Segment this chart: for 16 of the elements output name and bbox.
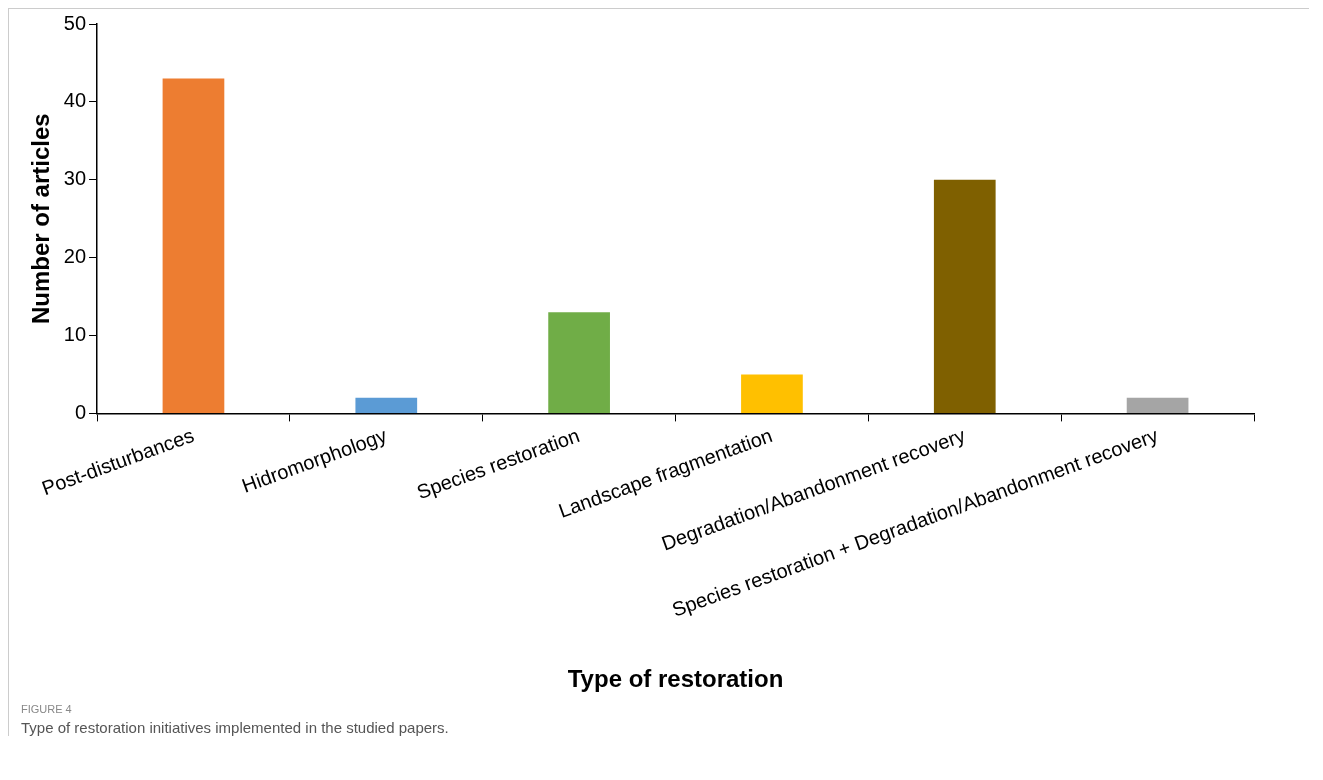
y-tick-label: 40 xyxy=(63,89,87,112)
y-tick-label: 50 xyxy=(63,11,87,34)
y-axis-title: Number of articles xyxy=(27,113,55,325)
bar xyxy=(162,78,225,413)
y-tick-label: 30 xyxy=(63,167,87,190)
bar xyxy=(741,374,803,413)
y-tick-label: 20 xyxy=(63,245,87,268)
text: Type of restoration initiatives implemented in the studied papers. xyxy=(21,719,450,736)
bar xyxy=(355,397,418,413)
bar xyxy=(548,312,610,413)
bar xyxy=(933,179,996,413)
bar xyxy=(1126,397,1189,413)
caption: FIGURE 4 xyxy=(21,703,73,715)
x-axis-title: Type of restoration xyxy=(567,665,784,693)
y-tick-label: 0 xyxy=(74,400,87,423)
y-tick-label: 10 xyxy=(63,323,87,346)
